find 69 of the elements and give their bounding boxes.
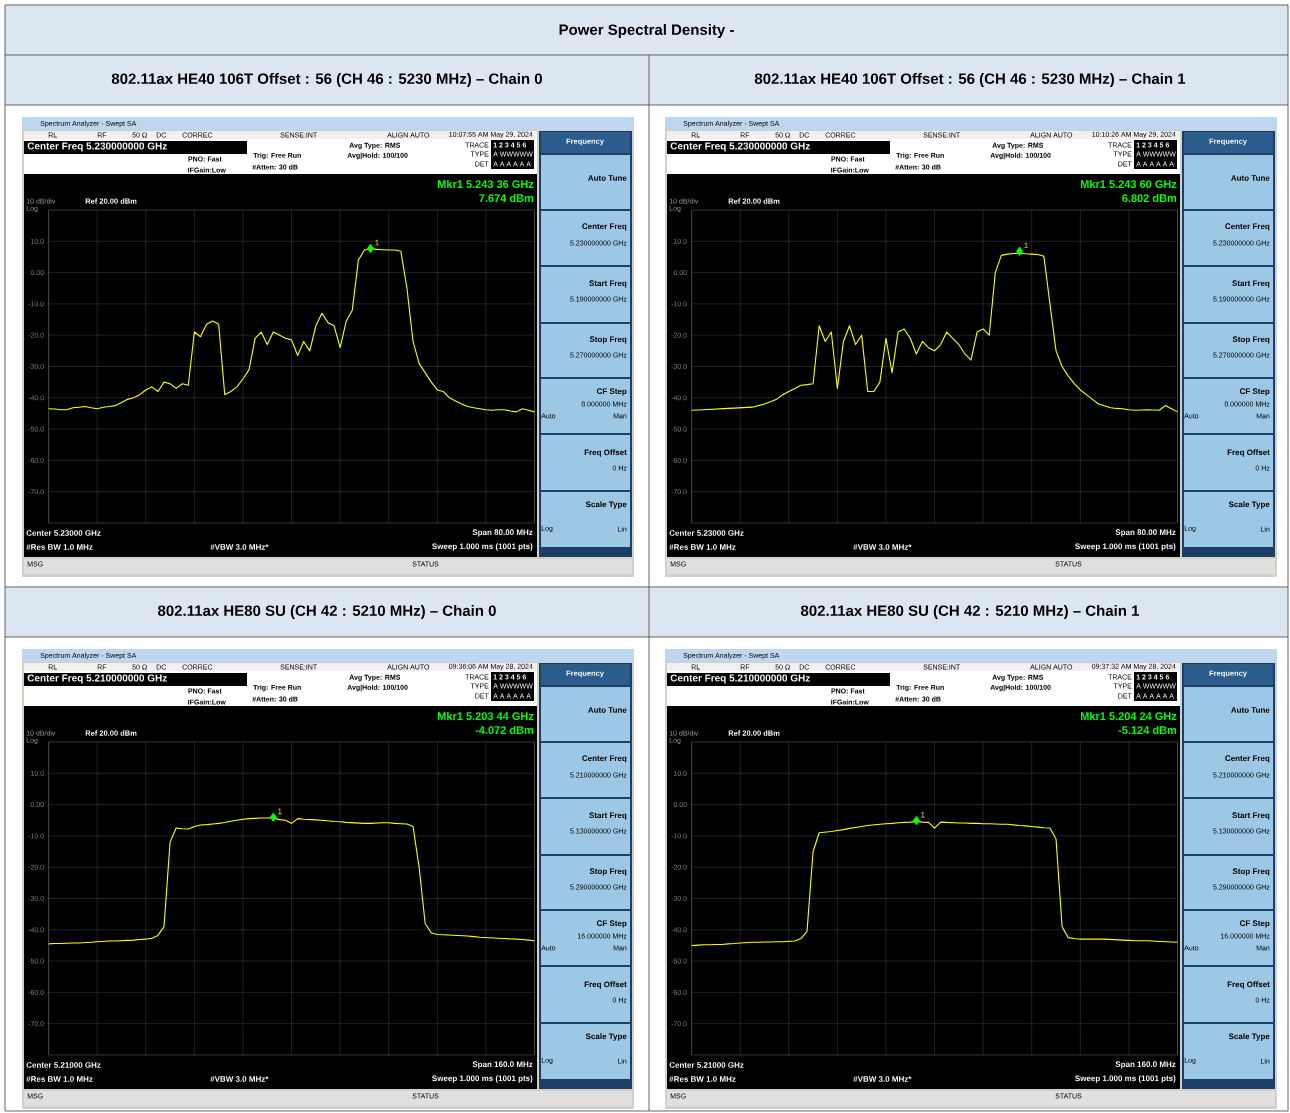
text: Power Spectral Density - xyxy=(559,23,734,38)
text: Auto Tune xyxy=(588,175,627,181)
text: Sweep 1.000 ms (1001 pts) xyxy=(1075,543,1176,551)
text: Center 5.23000 GHz xyxy=(669,530,744,536)
text: Center Freq 5.210000000 GHz xyxy=(27,674,167,684)
text: Stop Freq xyxy=(1232,336,1270,344)
text: Center Freq xyxy=(582,223,627,231)
text: CF Step xyxy=(596,388,627,396)
annotation: 1 xyxy=(1024,242,1028,249)
text: Span 160.0 MHz xyxy=(1115,1061,1176,1069)
text: Sweep 1.000 ms (1001 pts) xyxy=(432,543,533,551)
text: #Res BW 1.0 MHz xyxy=(26,544,93,550)
text: -5.124 dBm xyxy=(1118,725,1177,735)
chart-title: 802.11ax HE80 SU (CH 42 : 5210 MHz) – Chain 1 xyxy=(800,604,1140,619)
annotation: 1 xyxy=(921,811,925,818)
text: Span 80.00 MHz xyxy=(1115,529,1176,537)
chart-title: 802.11ax HE80 SU (CH 42 : 5210 MHz) – Chain 0 xyxy=(157,604,496,619)
text: Start Freq xyxy=(589,812,627,820)
text: #Res BW 1.0 MHz xyxy=(669,1076,736,1082)
text: #Res BW 1.0 MHz xyxy=(26,1076,93,1082)
text: Sweep 1.000 ms (1001 pts) xyxy=(432,1075,533,1083)
text: Auto Tune xyxy=(1231,175,1270,181)
text: Center Freq xyxy=(1225,223,1270,231)
text: Start Freq xyxy=(1232,812,1270,820)
text: CF Step xyxy=(1239,388,1270,396)
text: #Res BW 1.0 MHz xyxy=(669,544,736,550)
text: 7.674 dBm xyxy=(479,193,534,203)
text: CF Step xyxy=(1239,920,1270,928)
chart-title: 802.11ax HE40 106T Offset : 56 (CH 46 : 5230 MHz) – Chain 0 xyxy=(111,72,542,87)
text: Freq Offset xyxy=(1227,449,1270,457)
text: Stop Freq xyxy=(589,336,627,344)
text: Auto Tune xyxy=(1231,707,1270,713)
chart-title: 802.11ax HE40 106T Offset : 56 (CH 46 : 5230 MHz) – Chain 1 xyxy=(754,72,1186,87)
text: Freq Offset xyxy=(584,449,627,457)
text: Freq Offset xyxy=(584,981,627,989)
text: Center Freq 5.210000000 GHz xyxy=(670,674,810,684)
text: Scale Type xyxy=(585,501,627,509)
text: -4.072 dBm xyxy=(475,725,534,735)
text: Freq Offset xyxy=(1227,981,1270,989)
text: Stop Freq xyxy=(1232,868,1270,876)
text: Center 5.21000 GHz xyxy=(669,1062,744,1068)
text: Mkr1 5.203 44 GHz xyxy=(437,711,534,721)
text: CF Step xyxy=(596,920,627,928)
text: #VBW 3.0 MHz* xyxy=(210,1076,269,1082)
text: Auto Tune xyxy=(588,707,627,713)
text: Scale Type xyxy=(1228,1033,1270,1041)
text: Span 80.00 MHz xyxy=(472,529,533,537)
text: Center Freq 5.230000000 GHz xyxy=(670,142,810,152)
text: Span 160.0 MHz xyxy=(472,1061,533,1069)
text: #VBW 3.0 MHz* xyxy=(853,1076,912,1082)
text: Start Freq xyxy=(589,280,627,288)
text: Center Freq xyxy=(1225,755,1270,763)
text: Sweep 1.000 ms (1001 pts) xyxy=(1075,1075,1176,1083)
text: Mkr1 5.243 60 GHz xyxy=(1080,179,1177,189)
text: Start Freq xyxy=(1232,280,1270,288)
text: Center Freq xyxy=(582,755,627,763)
text: Mkr1 5.243 36 GHz xyxy=(437,179,534,189)
annotation: 1 xyxy=(278,808,282,815)
annotation: 1 xyxy=(375,239,379,246)
text: Scale Type xyxy=(585,1033,627,1041)
text: #VBW 3.0 MHz* xyxy=(210,544,269,550)
text: Mkr1 5.204 24 GHz xyxy=(1080,711,1177,721)
text: 6.802 dBm xyxy=(1122,193,1177,203)
text: #VBW 3.0 MHz* xyxy=(853,544,912,550)
text: Stop Freq xyxy=(589,868,627,876)
text: Center Freq 5.230000000 GHz xyxy=(27,142,167,152)
text: Center 5.21000 GHz xyxy=(26,1062,101,1068)
text: Center 5.23000 GHz xyxy=(26,530,101,536)
text: Scale Type xyxy=(1228,501,1270,509)
